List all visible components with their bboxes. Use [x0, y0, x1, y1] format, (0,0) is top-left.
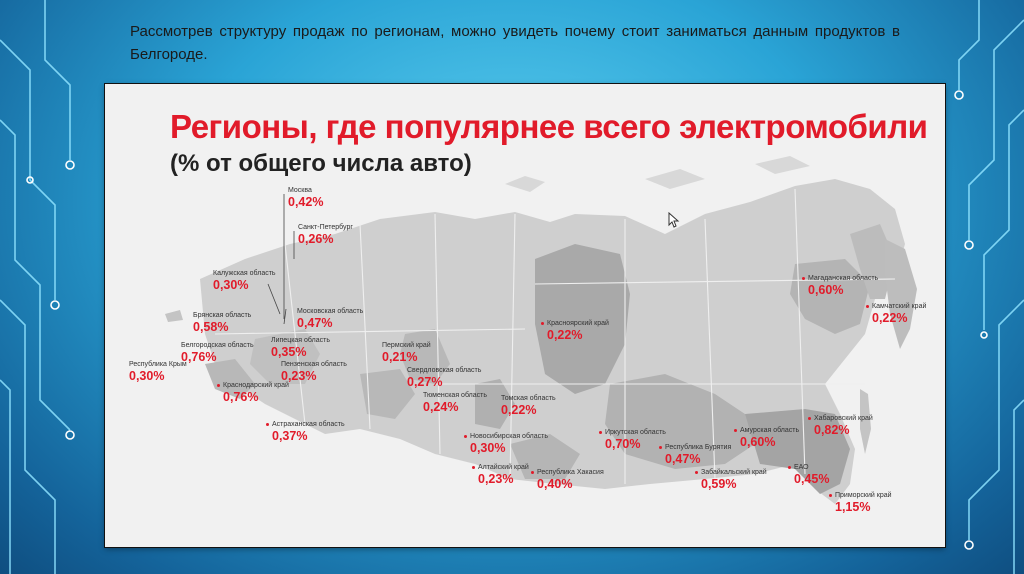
region-label: Москва 0,42% — [288, 187, 323, 209]
region-value: 0,47% — [297, 316, 333, 330]
region-value: 0,47% — [665, 452, 701, 466]
region-name: Москва — [288, 187, 312, 194]
region-label: Краснодарский край 0,76% — [217, 382, 289, 404]
region-value: 0,40% — [537, 477, 573, 491]
region-name: Тюменская область — [423, 392, 487, 399]
region-label: Республика Бурятия 0,47% — [659, 444, 732, 466]
region-name: Белгородская область — [181, 342, 254, 349]
region-label: Камчатский край 0,22% — [866, 303, 927, 325]
region-label: Хабаровский край 0,82% — [808, 415, 873, 437]
region-label: Красноярский край 0,22% — [541, 320, 609, 342]
region-value: 0,82% — [814, 423, 850, 437]
region-name: Свердловская область — [407, 367, 482, 374]
region-label: Республика Хакасия 0,40% — [531, 469, 604, 491]
map-title: Регионы, где популярнее всего электромоб… — [170, 108, 928, 145]
region-label: Томская область 0,22% — [501, 395, 556, 417]
region-name: Хабаровский край — [814, 415, 873, 422]
region-value: 0,26% — [298, 232, 334, 246]
region-label: Новосибирская область 0,30% — [464, 433, 548, 455]
region-value: 0,76% — [181, 350, 217, 364]
region-label: Республика Крым 0,30% — [129, 361, 187, 383]
region-name: Амурская область — [740, 427, 800, 434]
region-value: 0,22% — [547, 328, 583, 342]
region-label: Магаданская область 0,60% — [802, 275, 879, 297]
circuit-decoration-right — [954, 0, 1024, 574]
region-name: Магаданская область — [808, 275, 879, 282]
region-name: Иркутская область — [605, 429, 666, 436]
region-value: 0,22% — [872, 311, 908, 325]
region-name: Санкт-Петербург — [298, 224, 353, 231]
region-value: 0,58% — [193, 320, 229, 334]
mouse-cursor-icon — [668, 212, 680, 228]
region-label: Белгородская область 0,76% — [181, 342, 254, 364]
region-value: 0,76% — [223, 390, 259, 404]
region-value: 0,60% — [740, 435, 776, 449]
region-label: Пензенская область 0,23% — [281, 361, 347, 383]
region-label: ЕАО 0,45% — [788, 464, 830, 486]
region-name: Красноярский край — [547, 320, 609, 327]
region-name: Камчатский край — [872, 303, 927, 310]
region-name: Липецкая область — [271, 337, 330, 344]
region-value: 0,30% — [470, 441, 506, 455]
region-name: Забайкальский край — [701, 469, 767, 476]
region-label: Приморский край 1,15% — [829, 492, 892, 514]
region-label: Амурская область 0,60% — [734, 427, 800, 449]
circuit-decoration-left — [0, 0, 75, 574]
russia-map — [165, 156, 917, 504]
region-label: Московская область 0,47% — [297, 308, 363, 330]
region-value: 0,42% — [288, 195, 324, 209]
region-label: Пермский край 0,21% — [382, 342, 431, 364]
region-name: Республика Бурятия — [665, 444, 732, 451]
region-name: Пермский край — [382, 342, 431, 349]
region-value: 0,27% — [407, 375, 443, 389]
region-name: Пензенская область — [281, 361, 347, 368]
region-label: Брянская область 0,58% — [193, 312, 251, 334]
map-subtitle: (% от общего числа авто) — [170, 150, 472, 177]
region-value: 1,15% — [835, 500, 871, 514]
region-label: Свердловская область 0,27% — [407, 367, 481, 389]
region-name: Калужская область — [213, 270, 276, 277]
region-label: Астраханская область 0,37% — [266, 421, 345, 443]
region-value: 0,37% — [272, 429, 308, 443]
region-name: Приморский край — [835, 492, 892, 499]
region-label: Санкт-Петербург 0,26% — [298, 224, 353, 246]
region-name: Краснодарский край — [223, 382, 289, 389]
region-value: 0,60% — [808, 283, 844, 297]
region-value: 0,30% — [213, 278, 249, 292]
leader-lines — [267, 194, 295, 325]
region-name: Республика Хакасия — [537, 469, 604, 476]
region-name: Республика Крым — [129, 361, 187, 368]
region-value: 0,35% — [271, 345, 307, 359]
region-name: ЕАО — [794, 464, 809, 471]
region-label: Иркутская область 0,70% — [599, 429, 666, 451]
region-name: Алтайский край — [478, 464, 529, 471]
region-label: Липецкая область 0,35% — [271, 337, 330, 359]
map-infographic: Регионы, где популярнее всего электромоб… — [105, 84, 945, 547]
slide-caption: Рассмотрев структуру продаж по регионам,… — [130, 23, 900, 63]
region-label: Калужская область 0,30% — [213, 270, 276, 292]
region-label: Алтайский край 0,23% — [472, 464, 529, 486]
region-label: Тюменская область 0,24% — [423, 392, 487, 414]
region-value: 0,23% — [281, 369, 317, 383]
region-value: 0,23% — [478, 472, 514, 486]
region-value: 0,45% — [794, 472, 830, 486]
region-name: Московская область — [297, 308, 364, 315]
region-value: 0,22% — [501, 403, 537, 417]
region-name: Астраханская область — [272, 421, 345, 428]
region-name: Новосибирская область — [470, 433, 548, 440]
region-value: 0,70% — [605, 437, 641, 451]
region-value: 0,59% — [701, 477, 737, 491]
region-value: 0,30% — [129, 369, 165, 383]
region-name: Брянская область — [193, 312, 252, 319]
region-name: Томская область — [501, 395, 556, 402]
region-label: Забайкальский край 0,59% — [695, 469, 767, 491]
region-value: 0,21% — [382, 350, 418, 364]
region-value: 0,24% — [423, 400, 459, 414]
